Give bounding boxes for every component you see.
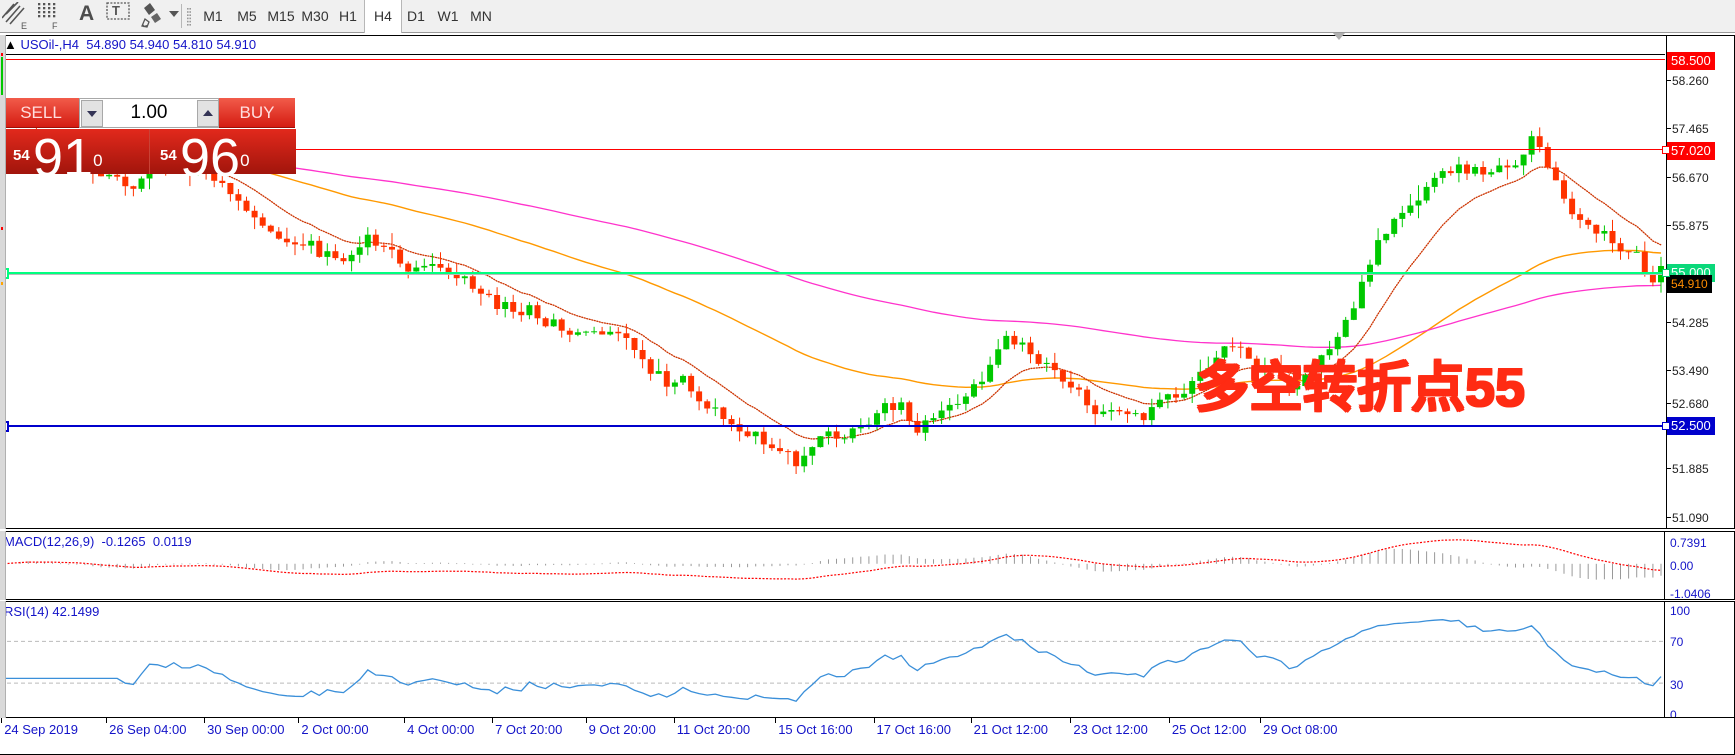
svg-text:F: F [52, 21, 58, 30]
svg-text:E: E [21, 21, 27, 30]
svg-text:T: T [112, 3, 120, 18]
